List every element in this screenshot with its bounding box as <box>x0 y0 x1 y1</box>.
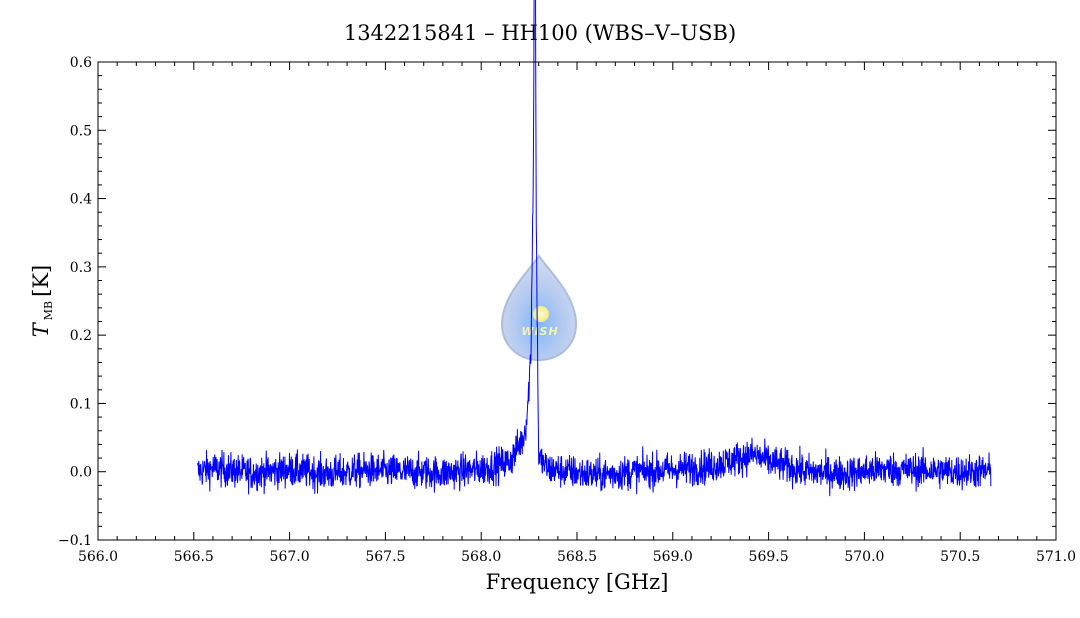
x-tick-label: 567.5 <box>365 549 405 565</box>
x-tick-label: 566.0 <box>78 549 118 565</box>
star-icon <box>533 306 549 322</box>
x-tick-label: 570.0 <box>844 549 884 565</box>
y-tick-label: 0.2 <box>70 328 92 344</box>
x-axis: 566.0 566.5 567.0 567.5 568.0 568.5 569.0 569.5… <box>78 62 1076 565</box>
wish-logo: WISH <box>500 254 578 362</box>
plot-frame <box>97 61 1057 541</box>
x-axis-label: Frequency [GHz] <box>486 570 669 594</box>
y-axis-label-symbol: T <box>29 321 53 337</box>
x-tick-label: 569.0 <box>653 549 693 565</box>
x-tick-label: 570.5 <box>940 549 980 565</box>
y-axis-label-unit: [K] <box>29 265 53 297</box>
x-tick-label: 568.0 <box>461 549 501 565</box>
y-tick-label: 0.5 <box>70 123 92 139</box>
y-tick-label: 0.6 <box>70 55 92 71</box>
x-tick-label: 568.5 <box>557 549 597 565</box>
y-axis-label-subscript: MB <box>42 301 55 320</box>
y-axis-label: TMB [K] <box>29 265 55 337</box>
y-tick-label: 0.0 <box>70 465 92 481</box>
watermark-text: WISH <box>521 325 558 338</box>
x-tick-label: 566.5 <box>174 549 214 565</box>
y-tick-label: 0.1 <box>70 396 92 412</box>
chart-title: 1342215841 – HH100 (WBS–V–USB) <box>344 21 736 45</box>
x-tick-label: 567.0 <box>270 549 310 565</box>
spectrum-series-line <box>197 0 992 497</box>
plot-area: 566.0 566.5 567.0 567.5 568.0 568.5 569.0 569.5… <box>58 0 1076 565</box>
y-axis: −0.1 0.0 0.1 0.2 0.3 0.4 0.5 0.6 <box>58 55 1056 549</box>
y-tick-label: 0.4 <box>70 192 92 208</box>
y-tick-label: 0.3 <box>70 260 92 276</box>
x-tick-label: 571.0 <box>1036 549 1076 565</box>
y-tick-label: −0.1 <box>58 533 92 549</box>
x-tick-label: 569.5 <box>749 549 789 565</box>
